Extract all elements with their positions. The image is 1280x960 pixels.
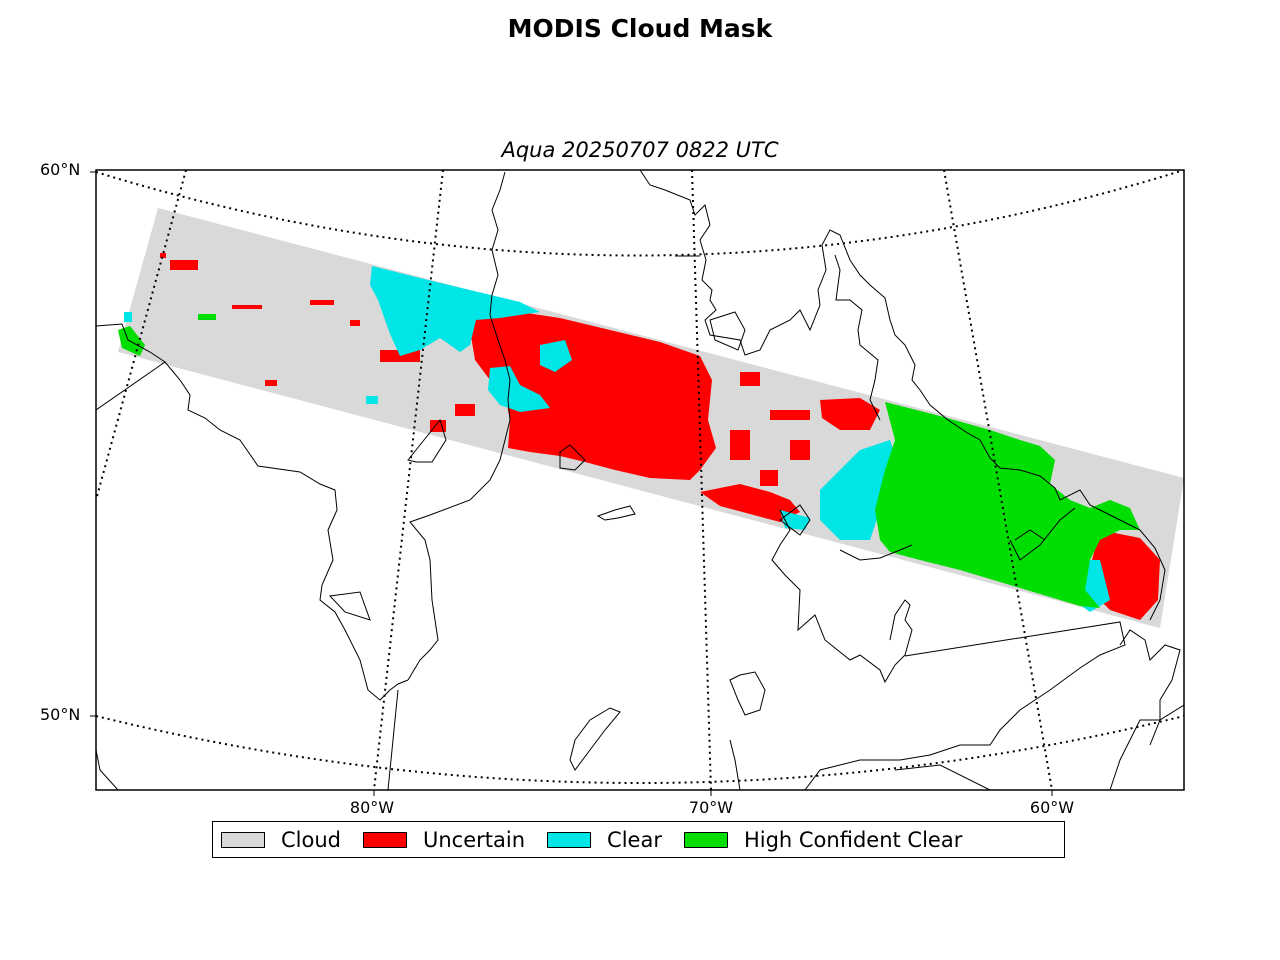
high-confident-clear-region bbox=[875, 402, 1140, 608]
legend-item-uncertain: Uncertain bbox=[363, 828, 525, 852]
axis-ticks bbox=[90, 171, 1053, 796]
lon-label-60w: 60°W bbox=[1029, 798, 1075, 817]
legend-label-cloud: Cloud bbox=[281, 827, 341, 852]
high-confident-clear-region bbox=[118, 326, 145, 356]
uncertain-region bbox=[700, 484, 800, 522]
legend-swatch-high-confident-clear bbox=[683, 831, 728, 848]
legend-item-high-confident-clear: High Confident Clear bbox=[683, 827, 963, 852]
lon-label-80w: 80°W bbox=[349, 798, 395, 817]
parallel-50n bbox=[96, 715, 1184, 784]
clear-region bbox=[820, 440, 900, 540]
lat-label-60n: 60°N bbox=[40, 160, 81, 179]
legend-swatch-cloud bbox=[221, 831, 265, 848]
hcc-speck bbox=[198, 314, 216, 320]
meridian-80w bbox=[373, 170, 444, 790]
meridian-70w bbox=[691, 170, 712, 790]
map-frame bbox=[95, 169, 1185, 791]
clear-region bbox=[488, 366, 550, 412]
legend-item-clear: Clear bbox=[547, 828, 662, 852]
figure-subtitle: Aqua 20250707 0822 UTC bbox=[501, 138, 779, 162]
coastlines bbox=[96, 170, 1184, 790]
clear-speck bbox=[124, 312, 132, 322]
legend: Cloud Uncertain Clear High Confident Cle… bbox=[212, 821, 1065, 858]
clear-region bbox=[540, 340, 572, 372]
lat-label-50n: 50°N bbox=[40, 705, 81, 724]
clear-region bbox=[370, 266, 540, 356]
legend-swatch-uncertain bbox=[363, 831, 407, 848]
parallel-60n bbox=[96, 170, 1184, 257]
legend-label-uncertain: Uncertain bbox=[423, 827, 526, 852]
legend-label-high-confident-clear: High Confident Clear bbox=[743, 827, 963, 852]
uncertain-region bbox=[470, 302, 716, 480]
lon-label-70w: 70°W bbox=[688, 798, 734, 817]
legend-swatch-clear bbox=[547, 831, 592, 848]
uncertain-specks bbox=[160, 253, 810, 486]
legend-item-cloud: Cloud bbox=[221, 828, 341, 852]
figure-title: MODIS Cloud Mask bbox=[507, 14, 773, 43]
uncertain-region bbox=[820, 398, 880, 430]
clear-speck bbox=[366, 396, 378, 404]
legend-label-clear: Clear bbox=[607, 827, 662, 852]
